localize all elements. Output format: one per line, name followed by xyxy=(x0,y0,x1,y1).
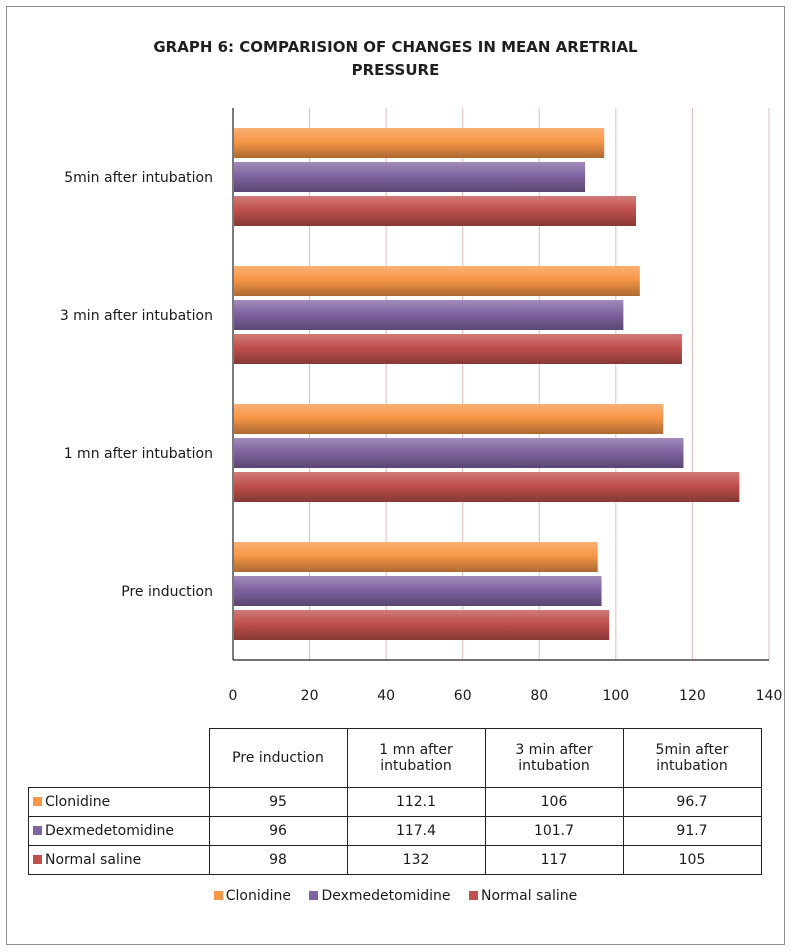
legend-swatch xyxy=(309,891,319,900)
bar-normal-saline xyxy=(234,610,610,640)
bar-clonidine xyxy=(234,542,598,572)
table-row-header: Clonidine xyxy=(28,787,210,817)
bar-clonidine xyxy=(234,404,664,434)
table-cell: 96.7 xyxy=(622,787,762,817)
table-cell: 98 xyxy=(208,845,348,875)
x-tick-label: 40 xyxy=(377,688,395,704)
table-row: Normal saline 98 132 117 105 xyxy=(28,845,762,875)
bar-normal-saline xyxy=(234,196,636,226)
table-cell: 95 xyxy=(208,787,348,817)
legend-item-clonidine: Clonidine xyxy=(213,888,291,904)
x-tick-label: 80 xyxy=(530,688,548,704)
table-cell: 117 xyxy=(484,845,624,875)
table-cell: 96 xyxy=(208,816,348,846)
bar-dexmedetomidine xyxy=(234,162,586,192)
x-tick-label: 120 xyxy=(679,688,706,704)
table-col-header: 3 min after intubation xyxy=(484,728,624,788)
chart-title-line2: PRESSURE xyxy=(351,61,440,79)
bar-dexmedetomidine xyxy=(234,576,602,606)
bar-clonidine xyxy=(234,266,640,296)
bar-dexmedetomidine xyxy=(234,300,624,330)
table-col-header: 1 mn after intubation xyxy=(346,728,486,788)
bar-dexmedetomidine xyxy=(234,438,684,468)
chart-frame xyxy=(6,6,785,945)
table-cell: 105 xyxy=(622,845,762,875)
bar-normal-saline xyxy=(234,334,682,364)
table-header-row: Pre induction 1 mn after intubation 3 mi… xyxy=(28,728,762,788)
bar-chart: 0 20 40 60 80 100 120 140 Pre induction 1 mn afte… xyxy=(60,108,783,704)
bar-normal-saline xyxy=(234,472,740,502)
table-cell: 112.1 xyxy=(346,787,486,817)
clonidine-swatch xyxy=(33,797,42,806)
table-col-header: Pre induction xyxy=(208,728,348,788)
legend-item-normal-saline: Normal saline xyxy=(468,888,577,904)
table-col-header: 5min after intubation xyxy=(622,728,762,788)
y-category-label: 3 min after intubation xyxy=(60,308,213,324)
table-cell: 117.4 xyxy=(346,816,486,846)
dexmedetomidine-swatch xyxy=(33,826,42,835)
table-cell: 106 xyxy=(484,787,624,817)
table-cell: 91.7 xyxy=(622,816,762,846)
table-cell: 101.7 xyxy=(484,816,624,846)
table-corner xyxy=(28,728,210,788)
legend-swatch xyxy=(213,891,223,900)
table-row-header: Dexmedetomidine xyxy=(28,816,210,846)
x-tick-label: 20 xyxy=(301,688,319,704)
y-category-label: 5min after intubation xyxy=(64,170,213,186)
table-cell: 132 xyxy=(346,845,486,875)
table-row: Clonidine 95 112.1 106 96.7 xyxy=(28,787,762,817)
data-table: Pre induction 1 mn after intubation 3 mi… xyxy=(28,728,762,875)
table-row-header: Normal saline xyxy=(28,845,210,875)
legend-swatch xyxy=(468,891,478,900)
legend-item-dexmedetomidine: Dexmedetomidine xyxy=(309,888,451,904)
table-row: Dexmedetomidine 96 117.4 101.7 91.7 xyxy=(28,816,762,846)
x-tick-label: 140 xyxy=(756,688,783,704)
x-tick-label: 0 xyxy=(229,688,238,704)
y-category-label: 1 mn after intubation xyxy=(64,446,213,462)
chart-legend: Clonidine Dexmedetomidine Normal saline xyxy=(0,888,791,904)
x-tick-label: 60 xyxy=(454,688,472,704)
normal-saline-swatch xyxy=(33,855,42,864)
y-category-label: Pre induction xyxy=(121,584,213,600)
bar-clonidine xyxy=(234,128,605,158)
x-tick-label: 100 xyxy=(602,688,629,704)
chart-title-line1: GRAPH 6: COMPARISION OF CHANGES IN MEAN … xyxy=(153,38,638,56)
